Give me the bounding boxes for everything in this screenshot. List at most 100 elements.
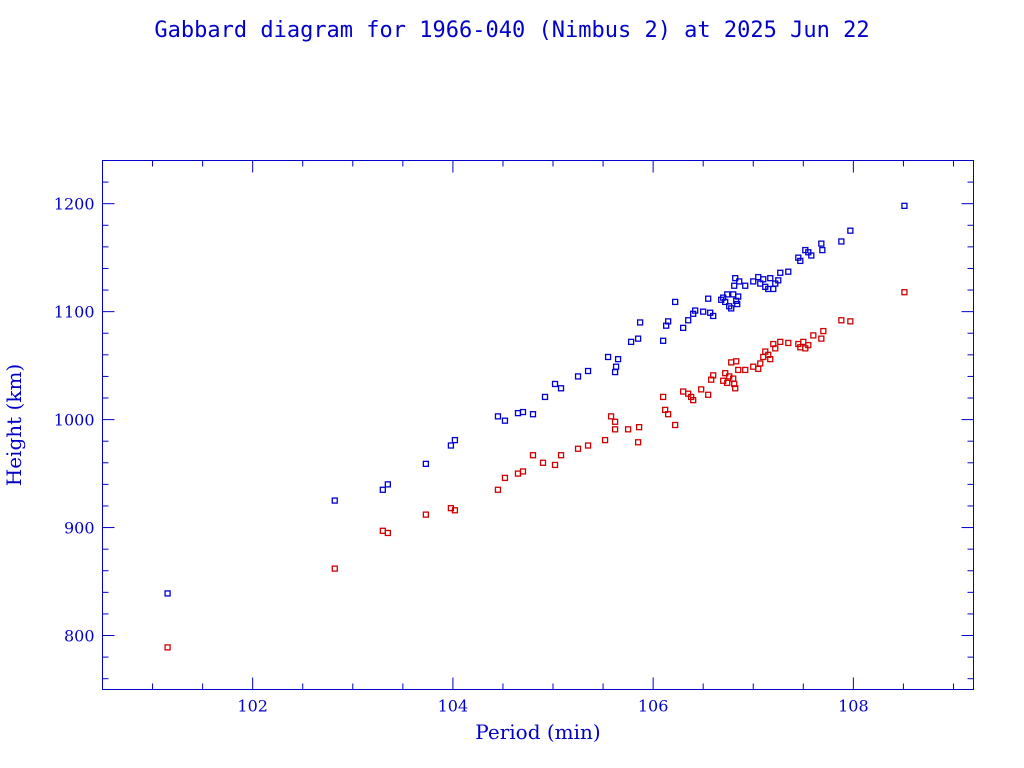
x-tick-label: 104	[438, 697, 469, 716]
perigee-point	[574, 445, 582, 452]
perigee-point	[772, 345, 779, 352]
perigee-point	[805, 341, 812, 349]
apogee-point	[659, 337, 667, 344]
apogee-point	[767, 275, 774, 282]
apogee-point	[819, 246, 826, 254]
perigee-point	[659, 393, 667, 401]
apogee-point	[760, 276, 767, 283]
apogee-point	[838, 238, 845, 245]
apogee-point	[379, 486, 386, 493]
perigee-point	[634, 439, 642, 446]
perigee-point	[611, 426, 619, 433]
perigee-point	[755, 365, 762, 373]
apogee-point	[728, 305, 735, 312]
perigee-point	[698, 386, 705, 393]
apogee-point	[731, 282, 738, 289]
perigee-point	[451, 507, 459, 514]
apogee-point	[451, 436, 459, 444]
perigee-point	[494, 486, 502, 493]
y-tick-label: 1000	[54, 411, 95, 430]
perigee-point	[820, 327, 827, 335]
y-axis-label: Height (km)	[2, 364, 26, 486]
apogee-point	[604, 353, 612, 361]
perigee-point	[847, 318, 854, 325]
apogee-point	[447, 442, 455, 449]
apogee-point	[636, 319, 644, 326]
perigee-point	[529, 452, 537, 459]
perigee-point	[901, 289, 908, 296]
apogee-point	[692, 307, 699, 314]
axis-tick-labels: 102 104 106 108 800 900 1000 1100 1200	[54, 195, 869, 716]
perigee-point	[724, 379, 731, 387]
apogee-point	[722, 298, 729, 306]
apogee-point	[734, 300, 741, 308]
apogee-point	[541, 393, 549, 401]
apogee-point	[494, 413, 502, 420]
perigee-point	[422, 511, 430, 518]
apogee-point	[710, 312, 717, 320]
apogee-point	[705, 295, 712, 302]
chart-title: Gabbard diagram for 1966-040 (Nimbus 2) …	[154, 18, 869, 43]
apogee-point	[732, 275, 739, 282]
perigee-point	[728, 359, 735, 366]
apogee-point	[755, 273, 762, 281]
apogee-point	[685, 317, 692, 324]
perigee-point	[164, 644, 171, 651]
apogee-point	[700, 308, 707, 315]
perigee-point	[742, 366, 749, 374]
apogee-point	[736, 278, 743, 285]
perigee-point	[731, 380, 738, 388]
perigee-point	[800, 338, 807, 346]
apogee-point	[808, 252, 815, 259]
data-points	[164, 202, 908, 651]
perigee-point	[379, 527, 386, 534]
perigee-point	[331, 565, 338, 572]
apogee-point	[775, 277, 782, 284]
perigee-point	[501, 474, 509, 482]
apogee-point	[627, 338, 635, 346]
perigee-point	[777, 338, 784, 346]
y-tick-label: 900	[64, 519, 95, 538]
apogee-point	[664, 318, 672, 325]
apogee-point	[680, 324, 687, 331]
apogee-point	[672, 298, 679, 306]
apogee-point	[770, 285, 777, 293]
apogee-point	[519, 408, 527, 416]
perigee-point	[735, 366, 742, 374]
perigee-point	[607, 413, 615, 420]
apogee-point	[584, 367, 592, 375]
x-tick-label: 102	[237, 697, 268, 716]
apogee-point	[611, 368, 619, 376]
perigee-point	[733, 358, 740, 365]
perigee-point	[767, 355, 774, 363]
apogee-point	[164, 590, 171, 597]
apogee-point	[514, 409, 522, 417]
perigee-point	[838, 317, 845, 324]
apogee-point	[384, 481, 391, 488]
apogee-point	[735, 293, 742, 300]
perigee-point	[635, 424, 643, 431]
apogee-point	[797, 257, 804, 265]
perigee-point	[514, 470, 522, 477]
perigee-point	[818, 335, 825, 342]
y-tick-label: 1200	[54, 195, 95, 214]
apogee-point	[634, 335, 642, 342]
perigee-point	[722, 370, 729, 377]
y-tick-label: 1100	[54, 303, 95, 322]
perigee-point	[750, 363, 757, 370]
perigee-point	[757, 360, 764, 367]
apogee-point	[612, 363, 620, 370]
apogee-point	[750, 278, 757, 285]
apogee-point	[901, 202, 908, 209]
perigee-point	[601, 436, 609, 444]
apogee-point	[730, 291, 737, 298]
perigee-point	[732, 385, 739, 392]
perigee-point	[384, 529, 391, 537]
plot-frame	[102, 160, 974, 690]
axis-ticks	[102, 160, 974, 690]
x-axis-label: Period (min)	[475, 720, 600, 744]
perigee-point	[551, 461, 559, 469]
x-tick-label: 106	[638, 697, 669, 716]
apogee-point	[529, 411, 537, 418]
apogee-point	[614, 355, 622, 363]
